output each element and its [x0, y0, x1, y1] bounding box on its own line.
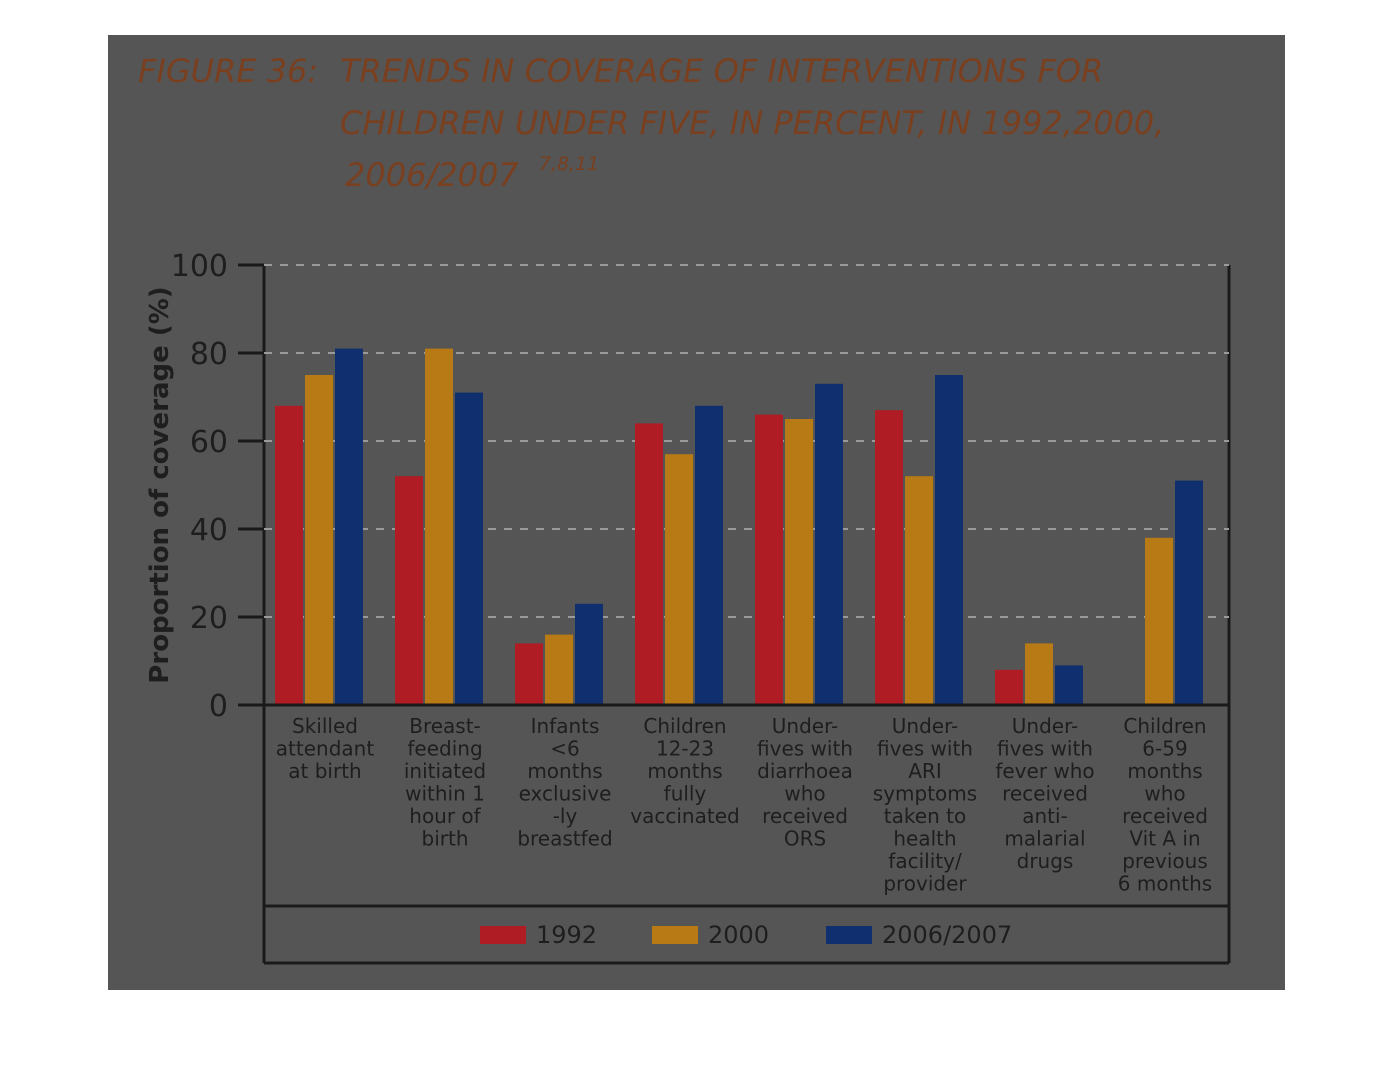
bar-2006-2007-4: [815, 383, 843, 705]
bar-2000-5: [905, 476, 933, 705]
legend-label-1992: 1992: [536, 921, 597, 949]
bar-2000-4: [785, 419, 813, 705]
bar-2006-2007-7: [1175, 480, 1203, 705]
y-axis-label: Proportion of coverage (%): [145, 286, 175, 683]
legend: 1992 2000 2006/2007: [480, 921, 1012, 949]
category-label-4: Under-fives with diarrhoea who received ORS: [757, 714, 853, 851]
bar-2000-2: [545, 634, 573, 705]
bar-1992-3: [635, 423, 663, 705]
legend-swatch-2000: [652, 926, 698, 944]
bar-1992-5: [875, 410, 903, 705]
bar-2006-2007-5: [935, 375, 963, 705]
bar-1992-2: [515, 643, 543, 705]
y-tick-label-60: 60: [190, 425, 228, 460]
caption-line-2: CHILDREN UNDER FIVE, IN PERCENT, IN 1992…: [340, 104, 1164, 142]
bar-2000-1: [425, 348, 453, 705]
category-label-2: Infants <6 months exclusive -ly breastfed: [517, 714, 612, 851]
y-axis: 0 20 40 60 80 100: [171, 249, 1229, 724]
bar-2000-6: [1025, 643, 1053, 705]
bars: [275, 348, 1203, 705]
category-label-6: Under-fives with fever who received anti-ma…: [995, 714, 1094, 873]
category-label-5: Under-fives with ARI symptoms taken to healt…: [873, 714, 977, 896]
bar-1992-0: [275, 405, 303, 705]
caption-line-3-text: 2006/2007: [345, 156, 519, 194]
caption-references: 7,8,11: [539, 153, 599, 175]
grid-lines: [264, 264, 1229, 618]
category-label-7: Children 6-59 months who received Vit A in pre…: [1118, 714, 1212, 896]
caption-line-1: TRENDS IN COVERAGE OF INTERVENTIONS FOR: [340, 52, 1103, 90]
category-label-3: Children 12-23 months fully vaccinated: [630, 714, 739, 828]
x-axis-category-labels: Skilled attendant at birth Breast-feeding in…: [276, 714, 1212, 896]
caption-prefix: FIGURE 36:: [138, 52, 318, 90]
bar-1992-1: [395, 476, 423, 705]
y-tick-label-80: 80: [190, 337, 228, 372]
y-tick-label-40: 40: [190, 513, 228, 548]
figure-caption: FIGURE 36: TRENDS IN COVERAGE OF INTERVE…: [138, 52, 1164, 194]
bar-2006-2007-0: [335, 348, 363, 705]
legend-swatch-2006-2007: [826, 926, 872, 944]
bar-1992-4: [755, 414, 783, 705]
category-label-1: Breast-feeding initiated within 1 hour of bi…: [404, 714, 486, 851]
y-tick-label-100: 100: [171, 249, 228, 284]
legend-label-2006-2007: 2006/2007: [882, 921, 1012, 949]
bar-2006-2007-6: [1055, 665, 1083, 705]
category-label-0: Skilled attendant at birth: [276, 714, 375, 783]
legend-swatch-1992: [480, 926, 526, 944]
bar-2000-3: [665, 454, 693, 705]
y-tick-label-0: 0: [209, 689, 228, 724]
y-tick-label-20: 20: [190, 601, 228, 636]
plot-frame: [262, 265, 1231, 965]
bar-2000-7: [1145, 537, 1173, 705]
bar-2006-2007-1: [455, 392, 483, 705]
bar-2000-0: [305, 375, 333, 705]
bar-2006-2007-2: [575, 603, 603, 705]
legend-label-2000: 2000: [708, 921, 769, 949]
bar-1992-6: [995, 669, 1023, 705]
caption-line-3: 2006/2007 7,8,11: [345, 153, 599, 194]
bar-2006-2007-3: [695, 405, 723, 705]
